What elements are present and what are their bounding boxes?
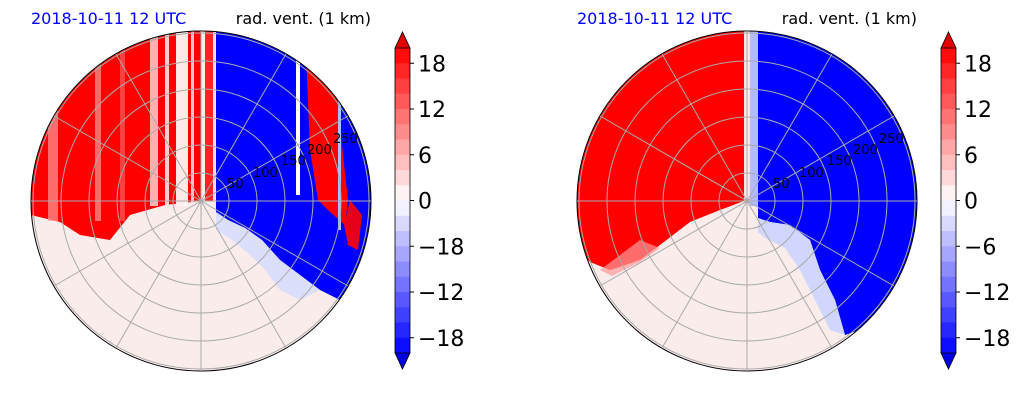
- colorbar-level: [941, 170, 956, 186]
- colorbar-level: [395, 139, 410, 156]
- colorbar-level: [395, 48, 410, 64]
- colorbar-level: [941, 48, 956, 64]
- right-radial-tick-150: 150: [827, 154, 852, 169]
- colorbar-level: [395, 276, 410, 293]
- colorbar-level: [941, 200, 956, 217]
- right-radial-tick-labels: 50 100 150 200 250: [773, 132, 904, 192]
- left-panel: 2018-10-11 12 UTC rad. vent. (1 km): [30, 9, 464, 372]
- colorbar-tick-label: 6: [418, 144, 432, 169]
- colorbar-level: [395, 215, 410, 232]
- left-radial-tick-250: 250: [333, 132, 358, 147]
- colorbar-tick-label: 12: [964, 98, 992, 123]
- colorbar-level: [395, 337, 410, 354]
- colorbar-tick-label: 18: [964, 52, 992, 77]
- colorbar-level: [395, 78, 410, 95]
- colorbar-level: [941, 124, 956, 140]
- colorbar-tick-label: −18: [418, 235, 464, 260]
- colorbar-level: [941, 78, 956, 95]
- colorbar-level: [941, 93, 956, 110]
- colorbar-level: [395, 307, 410, 323]
- colorbar-level: [395, 200, 410, 217]
- colorbar-level: [395, 322, 410, 339]
- right-colorbar: 18 12 6 0 −6 −12 −18: [940, 31, 1010, 370]
- right-title-date: 2018-10-11 12 UTC: [577, 9, 732, 28]
- left-title-date: 2018-10-11 12 UTC: [31, 9, 186, 28]
- colorbar-tick-label: 6: [964, 144, 978, 169]
- colorbar-level: [941, 261, 956, 278]
- colorbar-tick-label: −18: [418, 327, 464, 352]
- colorbar-level: [941, 231, 956, 247]
- right-radial-tick-250: 250: [879, 132, 904, 147]
- colorbar-tick-label: −12: [964, 281, 1010, 306]
- colorbar-tick-label: −12: [418, 281, 464, 306]
- colorbar-level: [395, 154, 410, 171]
- colorbar-tick-label: −18: [964, 327, 1010, 352]
- right-title-variable: rad. vent. (1 km): [782, 9, 917, 28]
- colorbar-level: [941, 337, 956, 354]
- colorbar-level: [941, 307, 956, 323]
- right-panel: 2018-10-11 12 UTC rad. vent. (1 km): [576, 9, 1010, 372]
- colorbar-level: [941, 185, 956, 201]
- left-radial-tick-200: 200: [307, 143, 332, 158]
- left-title-variable: rad. vent. (1 km): [236, 9, 371, 28]
- colorbar-tick-label: −6: [964, 235, 996, 260]
- colorbar-level: [941, 292, 956, 308]
- left-radial-tick-labels: 50 100 150 200 250: [227, 132, 358, 192]
- colorbar-level: [941, 139, 956, 156]
- colorbar-level: [395, 170, 410, 186]
- colorbar-level: [395, 93, 410, 110]
- colorbar-tick-label: 18: [418, 52, 446, 77]
- colorbar-extend-min: [394, 352, 411, 370]
- colorbar-level: [941, 109, 956, 125]
- left-radial-tick-100: 100: [253, 166, 278, 181]
- colorbar-level: [941, 246, 956, 262]
- colorbar-level: [395, 231, 410, 247]
- colorbar-level: [395, 63, 410, 79]
- colorbar-tick-label: 0: [418, 190, 432, 215]
- right-radial-tick-200: 200: [853, 143, 878, 158]
- left-colorbar: 18 12 6 0 −18 −12 −18: [394, 31, 464, 370]
- colorbar-level: [941, 322, 956, 339]
- colorbar-extend-max: [394, 31, 411, 49]
- right-radial-tick-100: 100: [799, 166, 824, 181]
- colorbar-tick-label: 0: [964, 190, 978, 215]
- colorbar-level: [395, 124, 410, 140]
- colorbar-level: [395, 246, 410, 262]
- colorbar-level: [941, 276, 956, 293]
- colorbar-level: [395, 261, 410, 278]
- colorbar-tick-label: 12: [418, 98, 446, 123]
- right-polar-grid: [577, 31, 917, 371]
- colorbar-level: [941, 215, 956, 232]
- left-polar-grid: [31, 31, 371, 371]
- left-radial-tick-50: 50: [227, 177, 244, 192]
- colorbar-level: [395, 292, 410, 308]
- colorbar-extend-min: [940, 352, 957, 370]
- right-radial-tick-50: 50: [773, 177, 790, 192]
- colorbar-extend-max: [940, 31, 957, 49]
- colorbar-level: [941, 154, 956, 171]
- colorbar-level: [941, 63, 956, 79]
- left-radial-tick-150: 150: [281, 154, 306, 169]
- colorbar-level: [395, 185, 410, 201]
- colorbar-level: [395, 109, 410, 125]
